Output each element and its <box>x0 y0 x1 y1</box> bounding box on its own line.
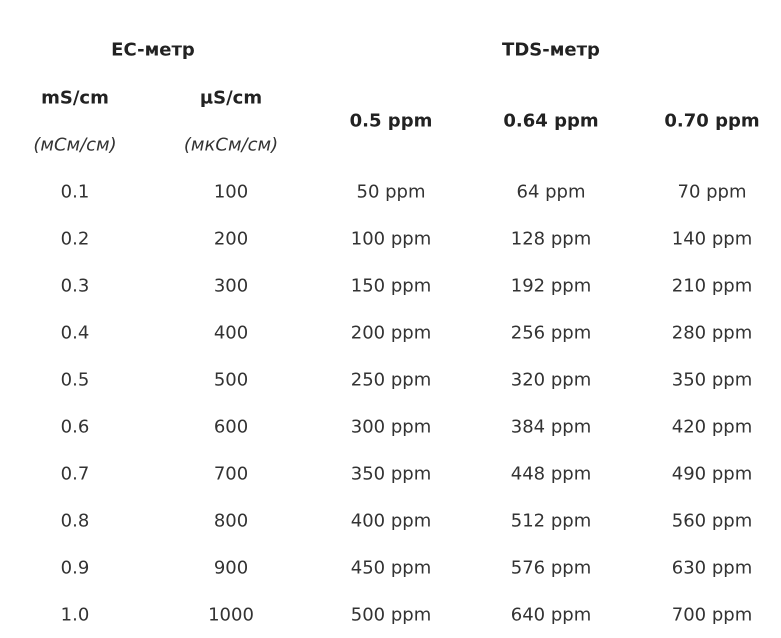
group-header: TDS-метр <box>502 39 600 61</box>
table-cell: 700 <box>213 463 249 485</box>
column-header: µS/cm <box>199 87 263 109</box>
table-cell: 630 ppm <box>671 557 753 579</box>
table-cell: 100 <box>213 181 249 203</box>
column-header: 0.5 ppm <box>349 110 433 132</box>
table-cell: 500 <box>213 369 249 391</box>
table-cell: 64 ppm <box>516 181 586 203</box>
table-cell: 700 ppm <box>671 604 753 626</box>
table-cell: 0.7 <box>60 463 90 485</box>
table-cell: 100 ppm <box>350 228 432 250</box>
table-cell: 560 ppm <box>671 510 753 532</box>
table-cell: 0.1 <box>60 181 90 203</box>
column-header: 0.70 ppm <box>664 110 760 132</box>
table-cell: 250 ppm <box>350 369 432 391</box>
table-cell: 200 <box>213 228 249 250</box>
column-header: 0.64 ppm <box>503 110 599 132</box>
table-cell: 70 ppm <box>677 181 747 203</box>
table-cell: 140 ppm <box>671 228 753 250</box>
table-cell: 1.0 <box>60 604 90 626</box>
table-cell: 256 ppm <box>510 322 592 344</box>
table-cell: 50 ppm <box>356 181 426 203</box>
table-cell: 300 <box>213 275 249 297</box>
table-cell: 0.2 <box>60 228 90 250</box>
unit-label: (мСм/см) <box>33 134 117 156</box>
unit-label: (мкСм/см) <box>183 134 279 156</box>
table-cell: 800 <box>213 510 249 532</box>
table-cell: 0.4 <box>60 322 90 344</box>
table-cell: 210 ppm <box>671 275 753 297</box>
table-cell: 600 <box>213 416 249 438</box>
table-cell: 450 ppm <box>350 557 432 579</box>
table-cell: 280 ppm <box>671 322 753 344</box>
table-cell: 640 ppm <box>510 604 592 626</box>
table-cell: 400 <box>213 322 249 344</box>
table-cell: 420 ppm <box>671 416 753 438</box>
group-header: EC-метр <box>111 39 195 61</box>
table-cell: 0.9 <box>60 557 90 579</box>
table-cell: 512 ppm <box>510 510 592 532</box>
table-cell: 200 ppm <box>350 322 432 344</box>
table-cell: 350 ppm <box>350 463 432 485</box>
table-cell: 0.3 <box>60 275 90 297</box>
table-cell: 0.6 <box>60 416 90 438</box>
column-header: mS/cm <box>41 87 109 109</box>
table-cell: 300 ppm <box>350 416 432 438</box>
table-cell: 0.8 <box>60 510 90 532</box>
table-cell: 900 <box>213 557 249 579</box>
table-cell: 490 ppm <box>671 463 753 485</box>
table-cell: 400 ppm <box>350 510 432 532</box>
table-cell: 0.5 <box>60 369 90 391</box>
table-cell: 320 ppm <box>510 369 592 391</box>
table-cell: 150 ppm <box>350 275 432 297</box>
table-cell: 384 ppm <box>510 416 592 438</box>
table-cell: 576 ppm <box>510 557 592 579</box>
table-cell: 500 ppm <box>350 604 432 626</box>
table-cell: 128 ppm <box>510 228 592 250</box>
table-cell: 1000 <box>208 604 254 626</box>
table-cell: 192 ppm <box>510 275 592 297</box>
table-cell: 448 ppm <box>510 463 592 485</box>
table-cell: 350 ppm <box>671 369 753 391</box>
